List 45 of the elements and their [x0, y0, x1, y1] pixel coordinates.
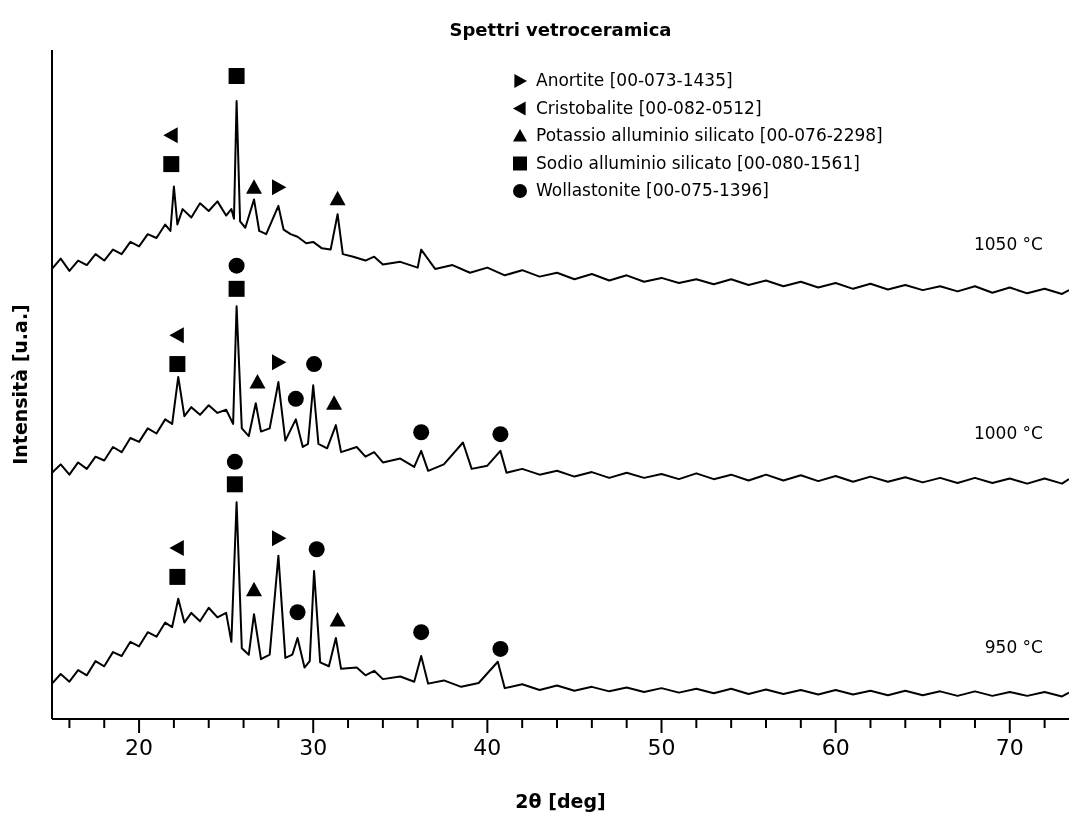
point [249, 374, 266, 389]
point [329, 190, 346, 206]
x-tick-label: 50 [647, 735, 676, 760]
point [271, 179, 287, 196]
text: 950 °C [984, 636, 1043, 657]
point [228, 68, 245, 84]
point [413, 624, 430, 641]
x-tick-label: 40 [473, 735, 502, 760]
point [163, 156, 180, 173]
point [271, 354, 287, 371]
point [228, 280, 245, 297]
legend-label: Potassio alluminio silicato [00-076-2298] [536, 125, 883, 145]
point [329, 611, 346, 627]
point [169, 356, 186, 373]
point [163, 127, 178, 144]
point [492, 640, 509, 657]
legend-label: Sodio alluminio silicato [00-080-1561] [536, 152, 860, 173]
chart-title: Spettri vetroceramica [449, 19, 672, 40]
legend-label: Cristobalite [00-082-0512] [536, 97, 762, 118]
point [271, 530, 287, 547]
point [226, 476, 243, 493]
point [413, 424, 430, 441]
x-tick-label: 70 [995, 735, 1024, 760]
point [246, 581, 263, 597]
series-label: 1050 °C [973, 234, 1043, 255]
legend-label: Anortite [00-073-1435] [536, 70, 733, 90]
point [246, 179, 263, 194]
point [287, 390, 304, 407]
x-axis-title: 2θ [deg] [515, 790, 606, 812]
y-axis-title: Intensità [u.a.] [9, 304, 31, 465]
point [169, 568, 186, 585]
text: 1000 °C [973, 423, 1043, 444]
point [306, 356, 323, 373]
point [289, 604, 306, 621]
point [308, 541, 325, 558]
legend-label: Wollastonite [00-075-1396] [536, 180, 769, 200]
x-tick-label: 60 [821, 735, 850, 760]
point [169, 539, 184, 556]
x-tick-label: 30 [299, 735, 328, 760]
point [226, 453, 243, 470]
point [169, 327, 184, 344]
point [326, 395, 343, 410]
x-tick-label: 20 [125, 735, 154, 760]
point [492, 426, 509, 443]
point [228, 257, 245, 274]
